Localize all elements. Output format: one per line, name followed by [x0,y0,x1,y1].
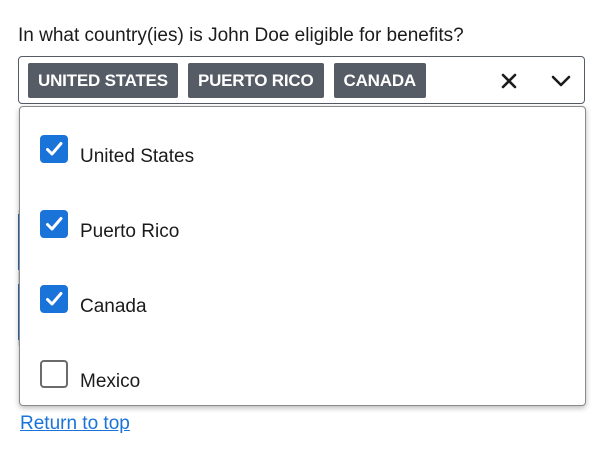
close-icon [501,73,517,89]
option-mexico[interactable]: Mexico [20,342,585,402]
checkbox-unchecked[interactable] [40,360,68,388]
chip-united-states[interactable]: UNITED STATES [28,63,178,98]
checkbox-checked[interactable] [40,210,68,238]
chevron-down-icon [551,75,571,87]
option-united-states[interactable]: United States [20,117,585,177]
chip-puerto-rico[interactable]: PUERTO RICO [187,63,324,98]
checkmark-icon [46,292,63,306]
chip-canada[interactable]: CANADA [333,63,426,98]
toggle-dropdown-button[interactable] [543,67,579,95]
checkbox-checked[interactable] [40,285,68,313]
option-canada[interactable]: Canada [20,267,585,327]
question-label: In what country(ies) is John Doe eligibl… [18,25,464,46]
checkmark-icon [46,142,63,156]
option-label: Canada [80,296,147,317]
clear-selection-button[interactable] [493,67,525,95]
checkbox-checked[interactable] [40,135,68,163]
option-label: Mexico [80,371,141,392]
return-to-top-link[interactable]: Return to top [20,413,130,434]
option-label: Puerto Rico [80,221,180,242]
checkmark-icon [46,217,63,231]
country-options-list: United States Puerto Rico Canada Mexico [19,106,586,406]
selected-chips: UNITED STATES PUERTO RICO CANADA [28,63,426,98]
option-puerto-rico[interactable]: Puerto Rico [20,192,585,252]
country-multiselect[interactable]: UNITED STATES PUERTO RICO CANADA [18,56,585,104]
option-label: United States [80,146,195,167]
